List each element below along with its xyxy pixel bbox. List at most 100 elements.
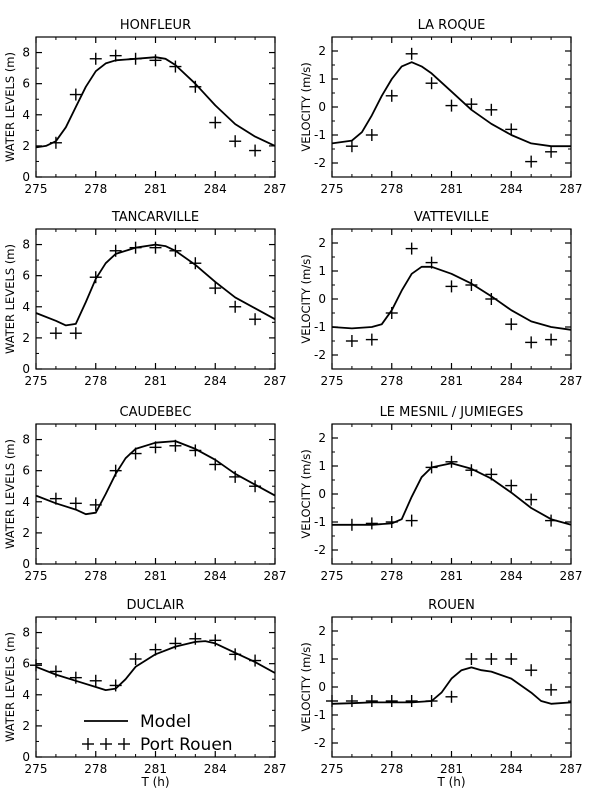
x-tick-label: 275 — [25, 374, 48, 388]
y-axis-label: WATER LEVELS (m) — [3, 52, 17, 162]
observation-point — [169, 60, 182, 73]
x-tick-label: 287 — [264, 762, 287, 776]
observation-point — [249, 654, 262, 667]
observation-point — [485, 653, 498, 665]
observation-point — [209, 116, 222, 129]
x-tick-label: 281 — [144, 374, 167, 388]
observation-point — [405, 514, 418, 527]
y-tick-label: 2 — [22, 139, 30, 153]
panel-title: DUCLAIR — [127, 598, 185, 613]
panel-vatteville: VATTEVILLE -2 -1 0 1 2 275 278 281 284 287 VELOCITY… — [299, 210, 582, 388]
x-tick-label: 287 — [560, 569, 583, 583]
observation-point — [385, 89, 398, 102]
panel-title: VATTEVILLE — [414, 210, 489, 225]
x-tick-label: 278 — [84, 182, 107, 196]
observation-point — [109, 49, 122, 62]
observation-point — [445, 280, 458, 293]
x-tick-label: 284 — [204, 762, 227, 776]
y-tick-label: 8 — [22, 46, 30, 60]
x-tick-label: 275 — [321, 374, 344, 388]
observation-point — [425, 77, 438, 90]
x-tick-label: 278 — [380, 374, 403, 388]
y-tick-label: 8 — [22, 433, 30, 447]
y-tick-label: -2 — [314, 736, 326, 750]
observation-point — [229, 648, 242, 661]
y-tick-label: -2 — [314, 348, 326, 362]
x-tick-label: 287 — [560, 762, 583, 776]
y-tick-label: 0 — [22, 170, 30, 184]
observation-point — [69, 327, 82, 340]
observation-point — [189, 80, 202, 93]
observation-point — [49, 136, 62, 149]
observation-point — [445, 455, 458, 468]
observation-point — [229, 135, 242, 148]
observation-point — [249, 313, 262, 326]
y-axis-label: VELOCITY (m/s) — [299, 642, 313, 731]
observation-point — [149, 54, 162, 67]
y-tick-label: 8 — [22, 238, 30, 252]
observation-point — [109, 464, 122, 477]
y-tick-label: -1 — [314, 708, 326, 722]
panel-rouen: ROUEN -2 -1 0 1 2 275 278 281 284 287 VELOCITY (m/s… — [299, 598, 582, 789]
observation-point — [445, 99, 458, 112]
observation-point — [405, 242, 418, 255]
observation-point — [425, 256, 438, 269]
model-line — [332, 462, 572, 526]
panel-honfleur: HONFLEUR 0 2 4 6 8 275 278 281 284 287 WATER LEVELS… — [3, 18, 286, 196]
observation-point — [209, 634, 222, 647]
observation-point — [129, 52, 142, 65]
observation-point — [49, 492, 62, 505]
observation-point — [89, 498, 102, 511]
y-tick-label: 2 — [318, 236, 326, 250]
y-tick-label: 0 — [318, 100, 326, 114]
panel-title: LA ROQUE — [418, 18, 486, 33]
observation-point — [525, 155, 538, 168]
observation-point — [129, 653, 142, 665]
observation-point — [505, 318, 518, 331]
observation-point — [49, 665, 62, 678]
x-tick-label: 284 — [500, 569, 523, 583]
x-tick-label: 284 — [500, 374, 523, 388]
y-tick-label: -2 — [314, 543, 326, 557]
observation-point — [249, 480, 262, 493]
observation-point — [365, 695, 378, 707]
model-line — [35, 56, 276, 149]
y-tick-label: 2 — [22, 719, 30, 733]
observation-point — [385, 516, 398, 528]
plot-frame — [331, 616, 572, 758]
x-axis-label: T (h) — [436, 775, 465, 789]
y-tick-label: 1 — [318, 459, 326, 473]
model-line — [331, 666, 572, 705]
panel-tancarville: TANCARVILLE 0 2 4 6 8 275 278 281 284 287 WATER LEV… — [3, 210, 286, 388]
y-tick-label: 6 — [22, 464, 30, 478]
x-tick-label: 278 — [84, 374, 107, 388]
observation-point — [229, 300, 242, 313]
x-tick-label: 287 — [264, 182, 287, 196]
observation-point — [326, 695, 338, 707]
x-tick-label: 275 — [321, 762, 344, 776]
x-tick-label: 278 — [84, 762, 107, 776]
legend-model-label: Model — [140, 712, 191, 732]
observation-point — [385, 695, 398, 707]
observation-point — [30, 659, 42, 672]
observation-point — [69, 497, 82, 510]
y-tick-label: -1 — [314, 320, 326, 334]
observation-point — [365, 517, 378, 530]
x-tick-label: 284 — [500, 182, 523, 196]
y-tick-label: 0 — [22, 557, 30, 571]
x-tick-label: 281 — [440, 569, 463, 583]
x-tick-label: 275 — [321, 569, 344, 583]
y-tick-label: 0 — [22, 362, 30, 376]
observation-point — [545, 333, 558, 346]
observation-point — [169, 439, 182, 452]
observation-point — [345, 140, 358, 153]
observation-point — [129, 447, 142, 460]
observation-point — [465, 98, 478, 111]
observation-point — [149, 643, 162, 656]
panel-duclair: DUCLAIR 0 2 4 6 8 275 278 281 284 287 WATER LEVELS … — [3, 598, 286, 789]
observation-point — [69, 88, 82, 101]
y-tick-label: 2 — [318, 431, 326, 445]
y-tick-label: 2 — [22, 526, 30, 540]
panel-la-roque: LA ROQUE -2 -1 0 1 2 275 278 281 284 287 VELOCITY (… — [299, 18, 582, 196]
